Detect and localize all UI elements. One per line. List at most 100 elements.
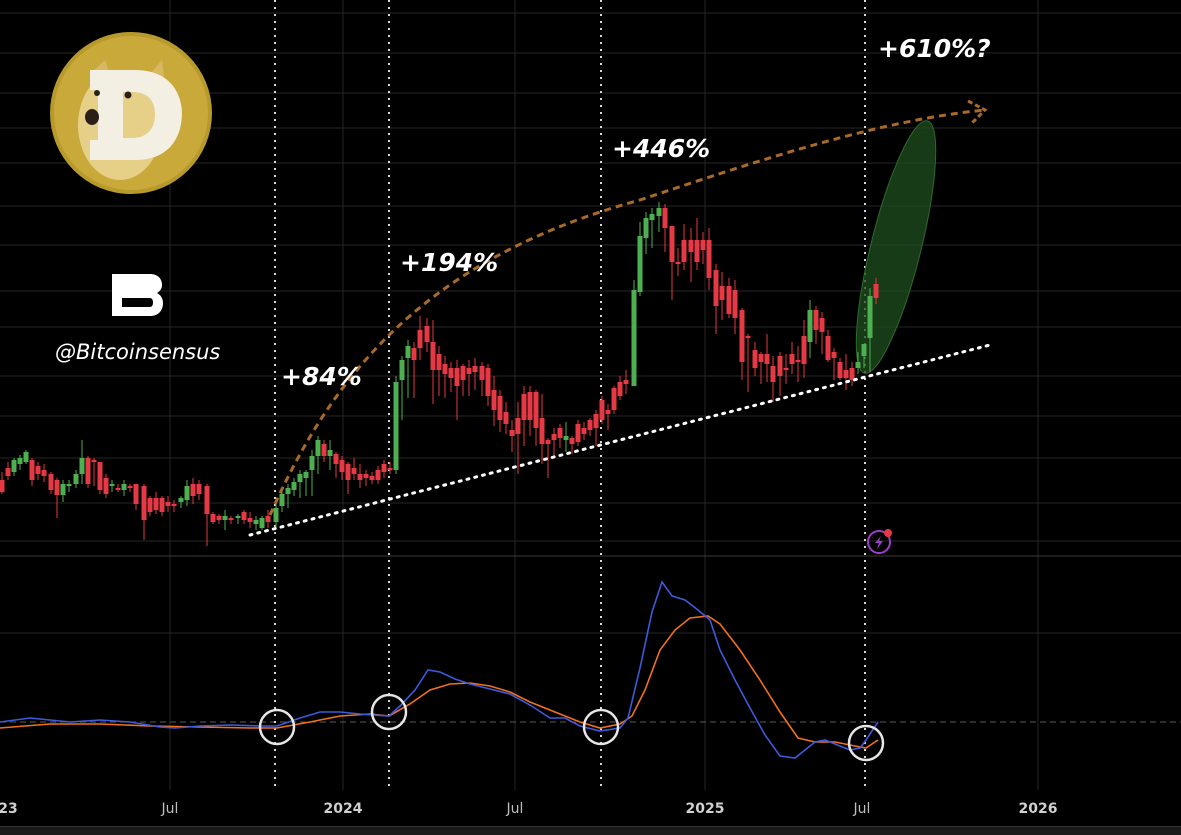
candle (165, 496, 171, 512)
candle (103, 474, 109, 498)
candle (807, 300, 813, 358)
candle (73, 470, 79, 488)
candle (97, 462, 103, 494)
candle (303, 470, 309, 496)
candle (623, 370, 629, 394)
candle (617, 376, 623, 400)
candle (867, 288, 873, 372)
candle (873, 278, 879, 304)
candle (393, 376, 399, 474)
candle (662, 204, 668, 252)
candle (115, 484, 121, 492)
candle (770, 356, 776, 402)
gain-annotation[interactable]: +446% (612, 134, 711, 163)
candle (333, 452, 339, 478)
candle (448, 362, 454, 392)
candle (79, 440, 85, 484)
candle (694, 218, 700, 270)
candle (783, 354, 789, 384)
candle (424, 318, 430, 352)
candle (745, 334, 751, 392)
x-axis-tick: 2025 (685, 801, 725, 817)
candle (491, 376, 497, 426)
candle (739, 308, 745, 380)
candle (121, 480, 127, 496)
candle (669, 226, 675, 300)
candle (581, 422, 587, 440)
gain-annotation[interactable]: +610%? (878, 34, 991, 63)
x-axis-tick: 2026 (1018, 801, 1058, 817)
watermark-handle: @Bitcoinsensus (55, 340, 221, 364)
candle (357, 464, 363, 488)
candle (855, 352, 861, 374)
candle (85, 456, 91, 488)
candle (387, 462, 393, 474)
candle (417, 316, 423, 360)
candle (637, 222, 643, 296)
gain-annotation[interactable]: +84% (281, 362, 362, 391)
candle (91, 458, 97, 486)
candle (60, 480, 66, 502)
candle (789, 342, 795, 374)
candlesticks (0, 202, 879, 546)
growth-arc[interactable] (268, 108, 986, 516)
candle (109, 480, 115, 492)
projection-ellipse[interactable] (840, 115, 951, 379)
candle (273, 504, 279, 528)
candle (539, 394, 545, 464)
candle (849, 362, 855, 386)
alert-icon[interactable] (867, 529, 892, 554)
candle (527, 386, 533, 436)
candle (436, 346, 442, 396)
candle (605, 404, 611, 430)
candle (216, 514, 222, 524)
candle (430, 320, 436, 404)
candle (228, 516, 234, 524)
chart-grid (0, 0, 1181, 790)
candle (381, 460, 387, 478)
candle (442, 356, 448, 398)
candle (545, 438, 551, 478)
candle (675, 248, 681, 276)
candle (184, 480, 190, 506)
candle (253, 516, 259, 530)
support-trendline[interactable] (248, 343, 992, 537)
candle (41, 464, 47, 482)
crossover-circle (370, 693, 408, 731)
crossover-circle (847, 724, 885, 762)
candle (713, 264, 719, 334)
gain-annotation[interactable]: +194% (400, 248, 499, 277)
candle (509, 420, 515, 452)
candle (321, 440, 327, 462)
candle (656, 202, 662, 232)
candle (557, 424, 563, 448)
candle (66, 480, 72, 492)
candle (259, 516, 265, 530)
candle (825, 330, 831, 362)
candle (861, 344, 867, 368)
crossover-markers (258, 693, 885, 762)
candle (127, 484, 133, 492)
candle (405, 340, 411, 398)
candle (466, 360, 472, 396)
candle (0, 472, 5, 494)
candle (411, 342, 417, 398)
crossover-circle (258, 708, 296, 746)
candle (533, 390, 539, 446)
candle (515, 402, 521, 474)
crossover-circle (582, 708, 620, 746)
candle (171, 500, 177, 512)
arrow-head-icon (967, 99, 988, 125)
candle (813, 306, 819, 344)
candle (159, 496, 165, 516)
candle (23, 450, 29, 464)
x-axis-tick: Jul (506, 801, 524, 817)
candle (309, 450, 315, 496)
time-axis-scrollbar[interactable] (0, 826, 1181, 835)
candle (837, 358, 843, 380)
candle (327, 440, 333, 470)
candle (643, 212, 649, 254)
candle (339, 456, 345, 480)
candle (454, 360, 460, 420)
